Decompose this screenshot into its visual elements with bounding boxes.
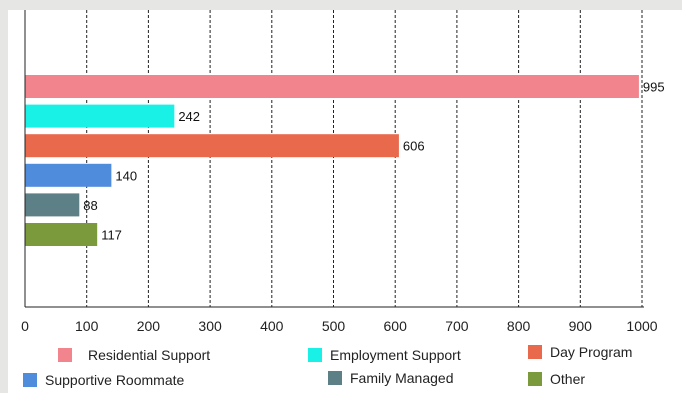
legend-label: Day Program (550, 344, 632, 360)
legend-swatch (528, 345, 542, 359)
bar-value-label: 88 (83, 198, 97, 213)
legend-label: Supportive Roommate (45, 372, 185, 388)
bar (25, 134, 399, 158)
legend-label: Other (550, 371, 585, 387)
x-axis: 0 100 200 300 400 500 600 700 800 900 1000 (21, 10, 658, 334)
x-tick-label: 700 (445, 318, 469, 334)
gridlines (86, 10, 643, 307)
legend-swatch (58, 348, 72, 362)
bar-value-label: 242 (178, 109, 200, 124)
x-tick-label: 900 (569, 318, 593, 334)
legend-swatch (528, 372, 542, 386)
legend-item: Family Managed (328, 370, 454, 386)
bar-value-label: 995 (643, 80, 665, 95)
x-tick-label: 800 (507, 318, 531, 334)
x-tick-label: 0 (21, 318, 29, 334)
bar-value-label: 117 (101, 228, 122, 243)
legend-item: Residential Support (58, 347, 210, 363)
bar (25, 75, 639, 98)
bar (25, 193, 80, 217)
bar-chart: 995 242 606 140 88 117 0 100 200 300 400 500 600 700… (21, 10, 665, 388)
legend: Residential Support Employment Support Day… (23, 344, 632, 388)
legend-swatch (23, 373, 37, 387)
x-tick-label: 500 (322, 318, 346, 334)
legend-swatch (308, 348, 322, 362)
legend-swatch (328, 371, 342, 385)
bar-value-label: 140 (115, 168, 137, 183)
legend-item: Supportive Roommate (23, 372, 185, 388)
x-tick-label: 400 (260, 318, 284, 334)
x-tick-label: 200 (137, 318, 161, 334)
bar (25, 163, 112, 187)
chart-panel: 995 242 606 140 88 117 0 100 200 300 400 500 600 700… (8, 10, 682, 393)
x-tick-label: 1000 (626, 318, 657, 334)
legend-item: Other (528, 371, 585, 387)
bar (25, 223, 98, 246)
x-tick-label: 300 (198, 318, 222, 334)
x-tick-label: 600 (384, 318, 408, 334)
legend-label: Residential Support (88, 347, 210, 363)
legend-label: Family Managed (350, 370, 454, 386)
bar-value-label: 606 (403, 139, 425, 154)
bar (25, 104, 175, 128)
legend-item: Employment Support (308, 347, 461, 363)
legend-label: Employment Support (330, 347, 461, 363)
bars: 995 242 606 140 88 117 (25, 75, 665, 246)
x-tick-label: 100 (75, 318, 99, 334)
legend-item: Day Program (528, 344, 632, 360)
